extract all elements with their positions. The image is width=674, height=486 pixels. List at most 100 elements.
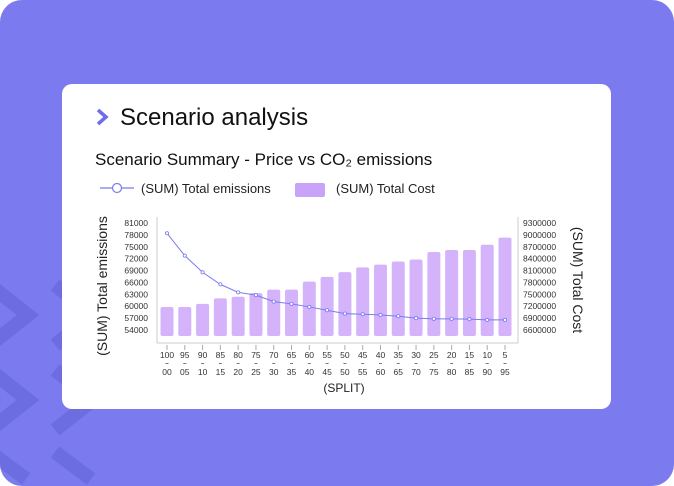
x-tick-label-top: 65 [287,350,297,360]
left-tick-label: 72000 [124,254,148,264]
left-tick-label: 57000 [124,313,148,323]
emissions-point[interactable] [182,253,187,258]
right-tick-label: 6900000 [523,313,556,323]
left-tick-label: 81000 [124,218,148,228]
cost-bar[interactable] [462,249,476,336]
chevron-right-icon[interactable] [95,108,109,126]
right-tick-label: 7800000 [523,277,556,287]
emissions-point[interactable] [414,316,419,321]
left-tick-label: 69000 [124,266,148,276]
left-tick-label: 63000 [124,289,148,299]
cost-bar[interactable] [160,307,174,336]
x-tick-label-top: 50 [340,350,350,360]
x-tick-label-top: 20 [447,350,457,360]
x-tick-label-bottom: 30 [269,367,279,377]
legend-bar-swatch [295,183,325,197]
right-tick-label: 8700000 [523,242,556,252]
legend-emissions[interactable]: (SUM) Total emissions [141,181,271,196]
left-tick-label: 60000 [124,301,148,311]
emissions-line [166,232,505,321]
scenario-card: Scenario analysis Scenario Summary - Pri… [62,84,611,409]
x-tick-label-bottom: 75 [429,367,439,377]
x-tick-label-bottom: 65 [394,367,404,377]
emissions-point[interactable] [485,317,490,322]
emissions-point[interactable] [218,282,223,287]
x-tick-label-top: 25 [429,350,439,360]
emissions-point[interactable] [502,317,507,322]
cost-bar[interactable] [373,264,387,336]
cost-bar[interactable] [338,272,352,336]
x-tick-label-bottom: 55 [358,367,368,377]
x-tick-label-top: 30 [411,350,421,360]
emissions-point[interactable] [164,231,169,236]
x-tick-label-top: 15 [465,350,475,360]
x-tick-label-top: 5 [503,350,508,360]
right-axis-label: (SUM) Total Cost [570,227,586,333]
cost-bar[interactable] [409,259,423,336]
x-tick-label-bottom: 80 [447,367,457,377]
x-tick-label-top: 55 [322,350,332,360]
left-tick-label: 75000 [124,242,148,252]
x-tick-label-top: 75 [251,350,261,360]
x-tick-label-bottom: 25 [251,367,261,377]
emissions-point[interactable] [449,316,454,321]
emissions-point[interactable] [360,312,365,317]
x-tick-label-top: 35 [394,350,404,360]
cost-bar[interactable] [267,289,281,336]
chart-title: Scenario Summary - Price vs CO₂ emission… [95,150,433,169]
cost-bar[interactable] [356,267,370,336]
left-tick-label: 78000 [124,230,148,240]
x-tick-label-top: 100 [160,350,174,360]
x-axis-label: (SPLIT) [323,381,364,395]
page-title: Scenario analysis [120,104,309,131]
legend-cost[interactable]: (SUM) Total Cost [336,181,435,196]
x-tick-label-top: 10 [482,350,492,360]
right-tick-label: 8400000 [523,254,556,264]
x-tick-label-top: 80 [233,350,243,360]
cost-bar[interactable] [231,296,245,336]
emissions-point[interactable] [307,304,312,309]
cost-bar[interactable] [249,293,263,336]
x-tick-label-top: 85 [216,350,226,360]
cost-bar[interactable] [480,244,494,336]
cost-bar[interactable] [178,307,192,336]
x-tick-label-bottom: 00 [162,367,172,377]
cost-bar[interactable] [427,251,441,336]
right-tick-label: 9300000 [523,218,556,228]
cost-bar[interactable] [445,249,459,336]
cost-bar[interactable] [285,289,299,336]
emissions-point[interactable] [467,317,472,322]
left-tick-label: 66000 [124,277,148,287]
x-tick-label-top: 95 [180,350,190,360]
cost-bar[interactable] [498,237,512,336]
emissions-point[interactable] [200,270,205,275]
emissions-point[interactable] [289,301,294,306]
emissions-point[interactable] [396,314,401,319]
cost-bar[interactable] [320,276,334,336]
right-tick-label: 7200000 [523,301,556,311]
emissions-point[interactable] [342,311,347,316]
legend-line-icon [100,182,134,194]
x-tick-label-bottom: 60 [376,367,386,377]
emissions-point[interactable] [378,312,383,317]
emissions-point[interactable] [431,316,436,321]
x-tick-label-top: 90 [198,350,208,360]
right-tick-label: 9000000 [523,230,556,240]
right-tick-label: 8100000 [523,266,556,276]
x-tick-label-bottom: 45 [322,367,332,377]
emissions-point[interactable] [271,299,276,304]
x-tick-label-bottom: 05 [180,367,190,377]
x-tick-label-bottom: 20 [233,367,243,377]
emissions-point[interactable] [253,293,258,298]
right-tick-label: 6600000 [523,325,556,335]
x-tick-label-bottom: 50 [340,367,350,377]
x-tick-label-bottom: 95 [500,367,510,377]
emissions-point[interactable] [325,308,330,313]
cost-bar[interactable] [213,298,227,336]
emissions-point[interactable] [236,290,241,295]
cost-bar[interactable] [196,303,210,336]
x-tick-label-top: 60 [305,350,315,360]
cost-bar[interactable] [391,261,405,336]
x-tick-label-top: 70 [269,350,279,360]
